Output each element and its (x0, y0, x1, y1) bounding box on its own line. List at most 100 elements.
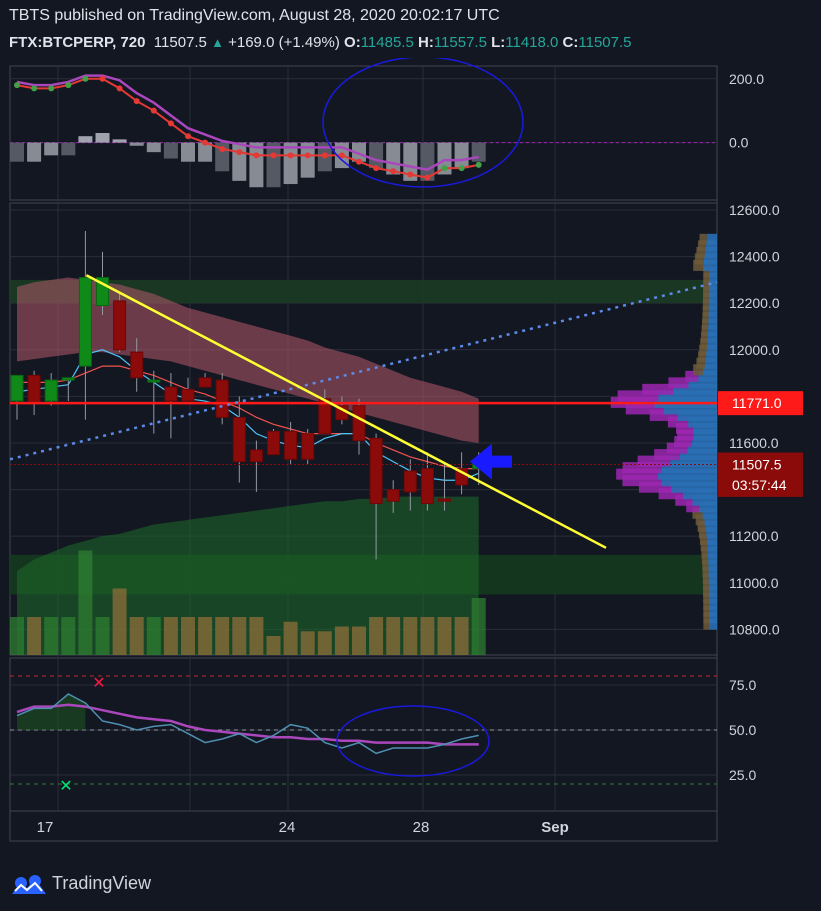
close-value: 11507.5 (578, 34, 632, 51)
price-change: +169.0 (+1.49%) (228, 34, 340, 51)
chart-area[interactable]: ✕✕ 200.00.012600.012400.012200.012000.01… (0, 58, 821, 858)
volume-profile-bar (698, 501, 717, 513)
volume-profile-bar (699, 533, 707, 545)
candle-body (215, 379, 229, 418)
macd-dot (14, 82, 20, 89)
rsi-pane: ✕✕ (10, 675, 717, 795)
rsi-ma-line (16, 703, 479, 746)
candle-body (78, 277, 92, 367)
volume-profile-bar (671, 481, 717, 493)
volume-bar (198, 617, 213, 655)
macd-dot (287, 152, 294, 159)
volume-bar (95, 617, 110, 655)
volume-profile-bar (700, 540, 708, 552)
volume-profile-bar (688, 416, 717, 428)
volume-profile-bar (701, 325, 708, 337)
macd-dot (82, 75, 89, 82)
candle-body (113, 300, 127, 351)
rsi-axis-label: 75.0 (729, 677, 756, 693)
candle-body (352, 405, 366, 442)
volume-profile-bar (642, 383, 674, 395)
macd-axis-label: 200.0 (729, 71, 764, 87)
time-axis-label: 28 (413, 819, 430, 836)
macd-dot (407, 171, 414, 178)
volume-profile-bar (688, 377, 717, 389)
volume-profile-bar (661, 475, 717, 487)
volume-profile-bar (692, 494, 717, 506)
volume-profile-bar (703, 292, 709, 304)
red-cross-icon: ✕ (92, 675, 105, 692)
macd-histogram-bar (163, 142, 178, 159)
volume-bar (352, 626, 366, 655)
macd-dot (475, 161, 482, 168)
volume-profile-bar (695, 514, 705, 526)
volume-profile-bar (654, 449, 681, 461)
volume-profile-bar (625, 403, 664, 415)
tradingview-brand[interactable]: TradingView (52, 873, 152, 893)
volume-profile-bar (637, 455, 671, 467)
price-axis-label: 11000.0 (729, 575, 779, 591)
volume-profile-bar (707, 540, 717, 552)
volume-profile-bar (663, 403, 717, 415)
volume-profile-bar (708, 599, 717, 611)
volume-profile-bar (708, 553, 717, 565)
candle-body (232, 416, 246, 463)
volume-profile-bar (693, 429, 717, 441)
macd-dot (338, 152, 345, 159)
volume-profile-bar (708, 579, 717, 591)
macd-histogram-bar (44, 142, 59, 156)
volume-bar (420, 617, 435, 655)
green-cross-icon: ✕ (59, 778, 72, 795)
macd-axis-label: 0.0 (729, 135, 749, 151)
volume-bar (317, 631, 332, 655)
candle-body (130, 351, 144, 379)
candle-body (403, 470, 417, 493)
macd-histogram-bar (300, 142, 315, 178)
close-label: C: (562, 34, 579, 51)
macd-histogram-bar (10, 142, 24, 162)
volume-profile-bar (702, 507, 717, 519)
macd-dot (219, 145, 226, 152)
macd-signal-line (16, 74, 479, 172)
candle-body (147, 379, 161, 383)
volume-profile-bar (704, 246, 717, 258)
volume-profile-bar (706, 533, 717, 545)
macd-dot (133, 98, 140, 105)
volume-profile-bar (622, 475, 662, 487)
volume-profile-bar (675, 423, 693, 434)
volume-profile-bar (708, 612, 717, 624)
volume-profile-bar (694, 253, 704, 265)
left-arrow-icon (470, 443, 512, 480)
ohlc-legend: FTX:BTCPERP, 720 11507.5 ▲ +169.0 (+1.49… (9, 34, 631, 51)
volume-bar (471, 598, 486, 655)
macd-histogram-bar (78, 136, 93, 143)
high-label: H: (417, 34, 434, 51)
tradingview-logo-icon[interactable] (10, 874, 48, 896)
volume-profile-bar (705, 240, 717, 252)
volume-profile-bar (708, 318, 717, 330)
time-axis-label: 24 (279, 819, 296, 836)
volume-profile-bar (649, 409, 678, 421)
volume-profile-bar (703, 592, 709, 604)
volume-profile-bar (705, 351, 717, 363)
volume-profile-bar (666, 442, 688, 454)
macd-dot (236, 149, 243, 156)
volume-profile-bar (703, 579, 709, 591)
volume-bar (129, 617, 144, 655)
volume-profile-bar (702, 364, 717, 376)
volume-profile-bar (703, 259, 717, 271)
symbol-label[interactable]: FTX:BTCPERP, 720 (9, 34, 146, 51)
volume-profile-bar (674, 436, 692, 448)
volume-profile-bar (701, 553, 709, 565)
macd-dot (390, 168, 397, 175)
macd-dot (253, 152, 260, 159)
volume-profile-bar (703, 286, 709, 298)
macd-dot (424, 174, 431, 181)
volume-profile-bar (708, 266, 717, 278)
volume-bar (403, 617, 418, 655)
volume-profile-bar (701, 546, 708, 558)
volume-profile-bar (704, 514, 717, 526)
macd-dot (441, 165, 448, 172)
candle-body (61, 377, 75, 381)
macd-histogram-bar (266, 142, 281, 188)
